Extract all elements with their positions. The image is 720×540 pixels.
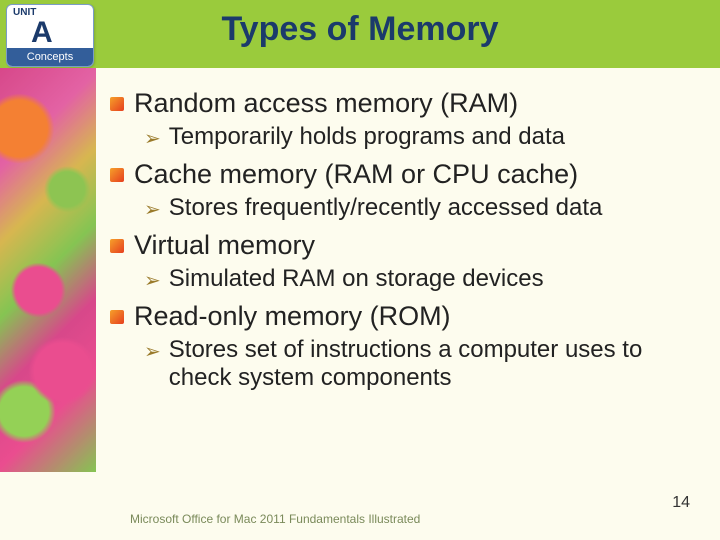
list-subitem-text: Stores set of instructions a computer us… — [169, 336, 700, 392]
page-title: Types of Memory — [0, 10, 720, 49]
unit-badge: UNIT A Concepts — [6, 4, 94, 67]
list-subitem: ➢ Temporarily holds programs and data — [144, 123, 700, 151]
list-subitem: ➢ Stores frequently/recently accessed da… — [144, 194, 700, 222]
side-art — [0, 68, 96, 472]
content-area: Random access memory (RAM) ➢ Temporarily… — [110, 80, 700, 500]
list-item-text: Virtual memory — [134, 230, 315, 261]
list-item-text: Read-only memory (ROM) — [134, 301, 451, 332]
arrow-bullet-icon: ➢ — [144, 197, 161, 222]
footer-source: Microsoft Office for Mac 2011 Fundamenta… — [130, 512, 420, 526]
square-bullet-icon — [110, 168, 124, 182]
list-subitem: ➢ Stores set of instructions a computer … — [144, 336, 700, 392]
square-bullet-icon — [110, 310, 124, 324]
page-number: 14 — [672, 494, 690, 512]
list-item: Cache memory (RAM or CPU cache) — [110, 159, 700, 190]
square-bullet-icon — [110, 97, 124, 111]
square-bullet-icon — [110, 239, 124, 253]
slide: Types of Memory UNIT A Concepts Random a… — [0, 0, 720, 540]
list-subitem: ➢ Simulated RAM on storage devices — [144, 265, 700, 293]
list-subitem-text: Temporarily holds programs and data — [169, 123, 565, 151]
list-subitem-text: Simulated RAM on storage devices — [169, 265, 544, 293]
unit-subtitle: Concepts — [7, 48, 93, 66]
unit-badge-top: UNIT A — [7, 5, 93, 48]
arrow-bullet-icon: ➢ — [144, 339, 161, 364]
arrow-bullet-icon: ➢ — [144, 268, 161, 293]
unit-letter: A — [13, 18, 87, 48]
list-subitem-text: Stores frequently/recently accessed data — [169, 194, 603, 222]
list-item: Random access memory (RAM) — [110, 88, 700, 119]
list-item: Read-only memory (ROM) — [110, 301, 700, 332]
list-item-text: Random access memory (RAM) — [134, 88, 518, 119]
list-item-text: Cache memory (RAM or CPU cache) — [134, 159, 578, 190]
list-item: Virtual memory — [110, 230, 700, 261]
arrow-bullet-icon: ➢ — [144, 126, 161, 151]
